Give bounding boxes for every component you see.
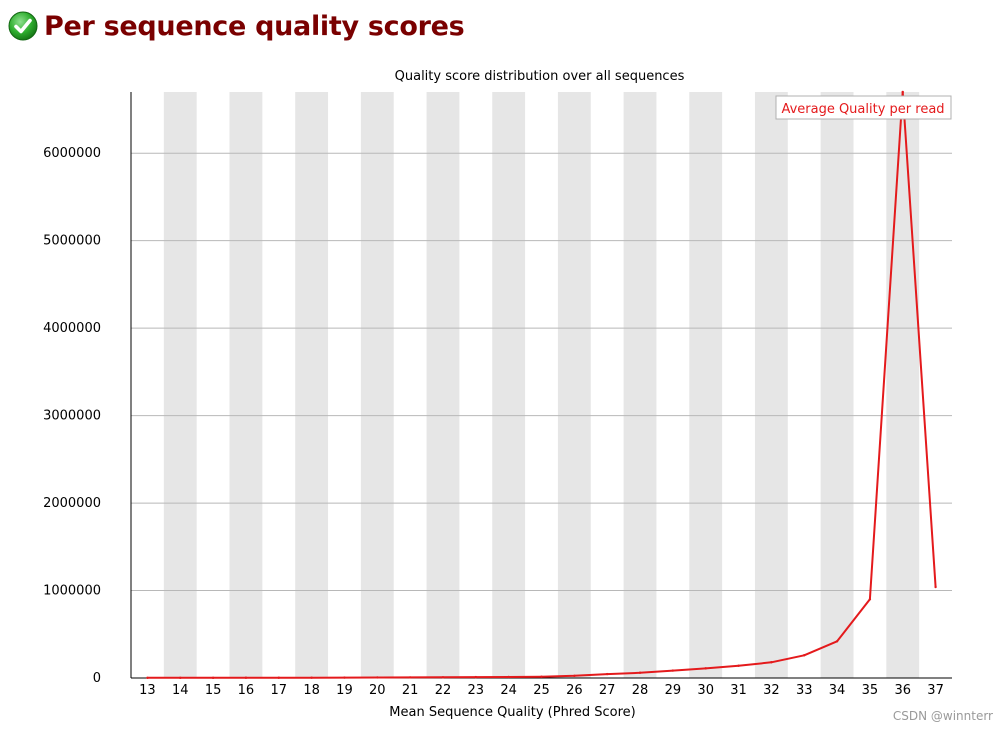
y-tick-label: 4000000 [43,321,101,336]
x-tick-label: 28 [632,683,649,698]
data-point [179,676,182,680]
data-point [704,667,707,670]
data-point [868,598,872,601]
shaded-column-36 [886,92,920,678]
x-tick-label: 19 [336,683,353,698]
data-point [540,675,543,678]
data-point [211,676,215,680]
x-tick-label: 16 [238,683,255,698]
shaded-column-34 [820,92,854,678]
data-point [146,676,149,680]
shaded-column-28 [623,92,657,678]
data-point [835,640,839,643]
data-point [310,676,313,679]
x-tick-label: 23 [468,683,485,698]
shaded-column-14 [163,92,197,678]
data-point [441,676,445,679]
chart-title: Quality score distribution over all sequ… [395,69,685,84]
x-tick-label: 35 [862,683,879,698]
check-circle-icon [8,11,38,41]
x-tick-label: 20 [369,683,386,698]
shaded-column-30 [689,92,723,678]
shaded-column-32 [754,92,788,678]
data-point [737,664,740,667]
shaded-column-22 [426,92,460,678]
data-point [343,676,346,679]
y-tick-label: 3000000 [43,409,101,424]
x-tick-label: 26 [566,683,583,698]
shaded-column-26 [557,92,591,678]
data-point [671,669,675,672]
data-point [605,672,609,676]
x-tick-label: 18 [303,683,320,698]
data-point [770,661,773,664]
data-point [934,585,937,589]
module-title: Per sequence quality scores [44,10,465,42]
shaded-column-24 [492,92,526,678]
data-point [507,675,510,679]
x-tick-label: 37 [927,683,944,698]
y-tick-label: 1000000 [43,584,101,599]
x-tick-label: 13 [139,683,156,698]
x-tick-label: 32 [763,683,780,698]
x-tick-label: 30 [697,683,714,698]
x-tick-label: 14 [172,683,189,698]
x-tick-label: 24 [500,683,517,698]
data-point [244,676,248,679]
legend-box [775,95,952,120]
legend-label: Average Quality per read [781,102,944,117]
x-tick-label: 17 [271,683,288,698]
x-tick-label: 27 [599,683,616,698]
shaded-column-18 [295,92,329,678]
data-point [376,676,379,679]
data-point [803,654,806,657]
x-tick-label: 31 [730,683,747,698]
x-tick-label: 29 [665,683,682,698]
x-tick-label: 15 [205,683,222,698]
x-tick-label: 34 [829,683,846,698]
x-tick-label: 36 [894,683,911,698]
y-tick-label: 5000000 [43,234,101,249]
data-point [901,90,904,94]
data-point [638,671,642,674]
watermark-text: CSDN @winnterr [892,709,993,723]
data-point [277,676,280,679]
x-tick-label: 33 [796,683,813,698]
data-point [474,675,478,679]
x-tick-label: 25 [533,683,550,698]
shaded-column-16 [229,92,263,678]
x-tick-label: 22 [435,683,452,698]
y-tick-label: 2000000 [43,496,101,511]
data-point [408,676,412,679]
y-tick-label: 6000000 [43,146,101,161]
x-tick-label: 21 [402,683,419,698]
shaded-column-20 [360,92,394,678]
module-header: Per sequence quality scores [8,6,465,46]
x-axis-label: Mean Sequence Quality (Phred Score) [389,705,635,720]
series-line-0 [147,91,937,679]
data-point [573,674,576,678]
y-tick-label: 0 [93,671,101,686]
